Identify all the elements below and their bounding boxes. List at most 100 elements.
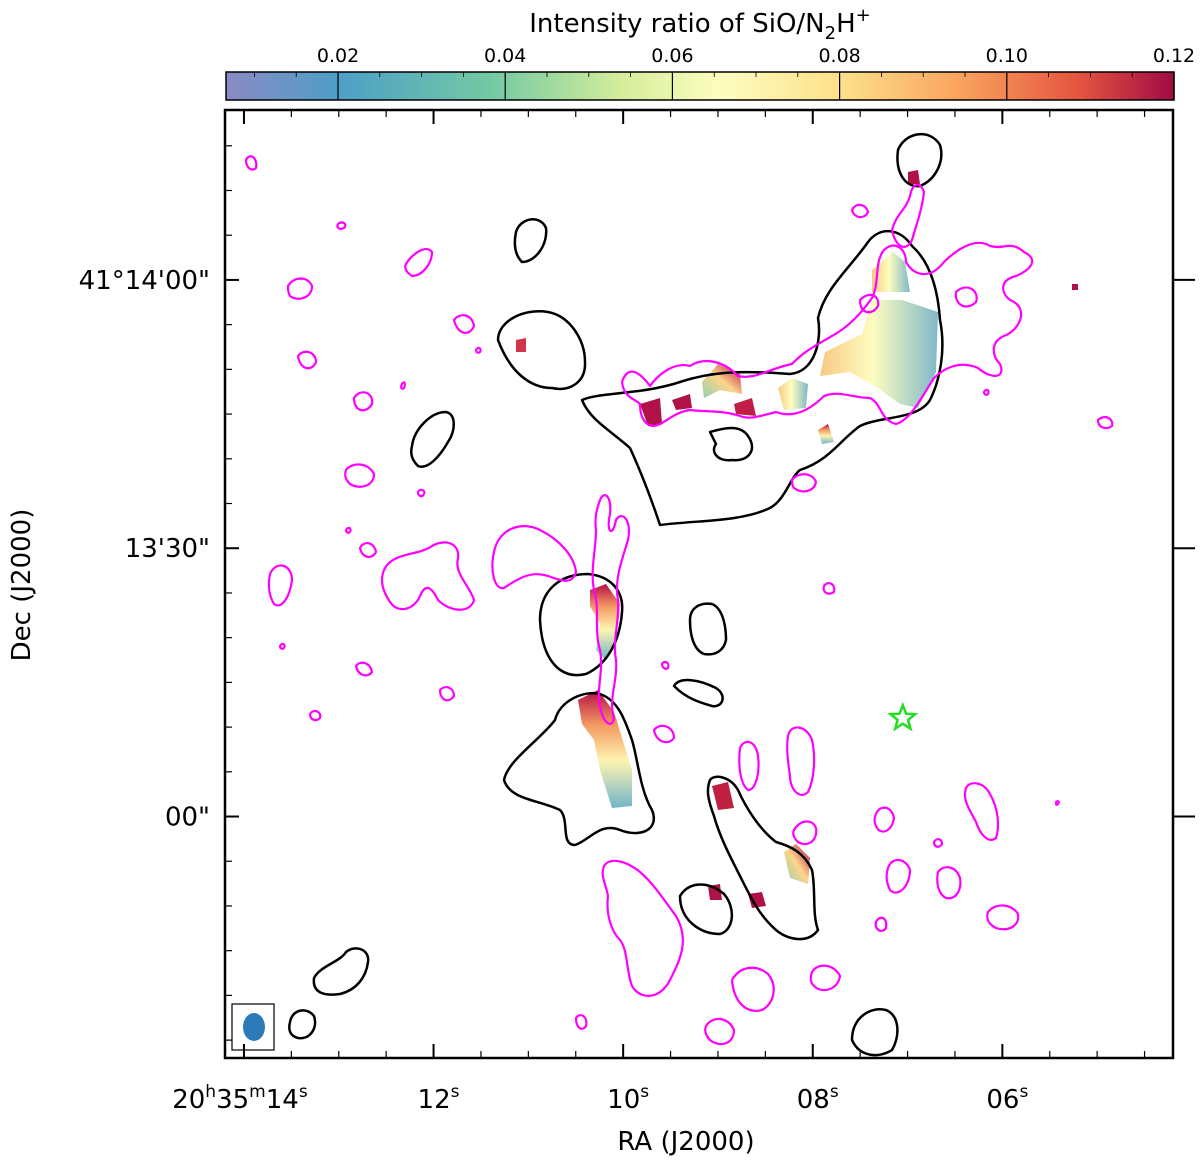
beam-box — [231, 1003, 275, 1051]
magenta-contour-top — [890, 183, 926, 248]
ratio-patch-ne-main — [820, 300, 938, 408]
magenta-contour-s-filament — [738, 740, 760, 792]
magenta-contour-w-small-1 — [344, 463, 376, 488]
magenta-contour-s-loop-2 — [730, 966, 775, 1012]
magenta-contour-se-9 — [1054, 800, 1060, 806]
magenta-contour-ridge-2 — [790, 473, 818, 493]
ratio-patch-south-3 — [784, 844, 810, 884]
x-tick-label: 10s — [607, 1082, 649, 1115]
magenta-contour-se-1 — [873, 806, 896, 833]
magenta-contour-s-loop-3 — [704, 1017, 736, 1046]
magenta-contour-w-loop — [380, 541, 476, 611]
y-tick-label: 00" — [165, 803, 210, 833]
star-marker — [887, 701, 919, 732]
magenta-contour-se-3 — [936, 866, 962, 900]
y-axis-label: Dec (J2000) — [7, 509, 37, 662]
magenta-contour-w-small-14 — [278, 642, 286, 650]
ratio-patch-south-4 — [708, 884, 722, 900]
magenta-contour-se-10 — [982, 388, 990, 396]
magenta-contour-s-filament-3 — [792, 820, 818, 846]
magenta-contour-w-small-8 — [336, 221, 347, 230]
colorbar-ticks: 0.02 0.04 0.06 0.08 0.10 0.12 — [254, 45, 1195, 100]
colorbar-tick-label: 0.08 — [818, 45, 860, 67]
colorbar-label: Intensity ratio of SiO/N2H+ — [529, 5, 870, 44]
black-contour-n-small — [513, 218, 548, 264]
black-contour-nw — [496, 310, 587, 391]
colorbar-tick-label: 0.04 — [484, 45, 526, 67]
x-tick-label: 08s — [797, 1082, 839, 1115]
magenta-contour-se-6 — [932, 838, 944, 848]
x-axis-ticks: 20h35m14s 12s 10s 08s 06s — [172, 110, 1146, 1115]
ratio-patch-ridge-4 — [734, 398, 756, 416]
colorbar-tick-label: 0.02 — [317, 45, 359, 67]
colorbar-tick-label: 0.10 — [986, 45, 1028, 67]
magenta-contours — [244, 155, 1114, 1046]
colorbar: Intensity ratio of SiO/N2H+ 0.02 0.04 0.06… — [225, 5, 1195, 101]
ratio-patch-ridge-1 — [640, 398, 662, 426]
x-tick-label: 20h35m14s — [172, 1082, 308, 1115]
magenta-contour-w-loop-2 — [491, 525, 578, 590]
magenta-contour-se-4 — [963, 782, 1000, 841]
magenta-contour-w-small-5 — [404, 248, 434, 278]
ratio-patch-ridge-2 — [672, 394, 692, 410]
magenta-contour-w-small-10 — [358, 542, 378, 558]
black-contour-south-e — [706, 775, 820, 941]
black-contour-sw — [312, 947, 370, 996]
black-contour-south-small — [678, 883, 733, 936]
ratio-heatmap — [516, 170, 1078, 908]
ratio-patch-south-5 — [748, 892, 766, 908]
ratio-patch-top — [908, 170, 920, 184]
colorbar-tick-label: 0.12 — [1153, 45, 1195, 67]
magenta-contour-mid-small-2 — [660, 660, 670, 670]
magenta-contour-mid-small-3 — [652, 724, 676, 744]
magenta-contour-w-small-2 — [352, 391, 374, 412]
black-contours — [288, 132, 944, 1057]
black-contour-inner-hole — [708, 426, 754, 462]
ratio-patch-ridge-6 — [818, 424, 834, 444]
magenta-contour-se-2 — [885, 858, 912, 894]
black-contour-sw-small — [288, 1009, 317, 1040]
magenta-contour-top-2 — [850, 203, 870, 219]
black-contour-w — [410, 410, 455, 468]
magenta-contour-s-filament-2 — [786, 726, 816, 796]
ratio-patch-south-1 — [578, 690, 632, 808]
x-tick-label: 12s — [418, 1082, 460, 1115]
y-tick-label: 13'30" — [125, 534, 210, 564]
magenta-contour-w-small-7 — [244, 155, 258, 171]
magenta-contour-w-small-15 — [416, 488, 426, 498]
colorbar-tick-label: 0.06 — [651, 45, 693, 67]
beam-ellipse — [243, 1013, 265, 1041]
colorbar-gradient — [225, 71, 1175, 101]
magenta-contour-w-small-13 — [308, 709, 322, 722]
x-axis-label: RA (J2000) — [617, 1127, 754, 1157]
magenta-contour-w-small-18 — [474, 346, 482, 354]
y-tick-label: 41°14'00" — [79, 266, 210, 296]
y-axis-ticks: 00" 13'30" 41°14'00" — [79, 145, 1195, 1041]
black-contour-mid-small — [688, 602, 728, 656]
ratio-patch-ne — [872, 252, 910, 292]
magenta-contour-se-5 — [986, 904, 1020, 931]
magenta-contour-ne-1 — [858, 293, 880, 314]
magenta-contour-w-small-6 — [452, 314, 476, 334]
plot-area — [225, 110, 1173, 1058]
black-contour-top — [896, 132, 943, 188]
ratio-patch-ridge-5 — [778, 378, 808, 410]
ratio-patch-nw — [516, 338, 526, 352]
magenta-contour-s-loop-5 — [574, 1014, 588, 1030]
star-icon — [887, 701, 919, 732]
magenta-contour-w-small-3 — [296, 350, 318, 370]
magenta-contour-w-small-12 — [438, 686, 456, 702]
magenta-contour-s-loop-4 — [809, 964, 842, 992]
magenta-contour-w-small-11 — [354, 661, 374, 677]
magenta-contour-ne-loop — [954, 286, 978, 308]
magenta-contour-mid-filament — [591, 494, 630, 725]
black-contour-s — [850, 1007, 899, 1057]
magenta-contour-se-8 — [1096, 416, 1114, 430]
black-contour-north-cloud — [580, 230, 944, 527]
black-contour-dash — [672, 678, 724, 708]
magenta-contour-mid-small — [822, 582, 836, 595]
magenta-contour-w-small-17 — [400, 381, 406, 390]
black-contour-south-w — [502, 691, 655, 847]
plot-frame — [223, 108, 1175, 1060]
